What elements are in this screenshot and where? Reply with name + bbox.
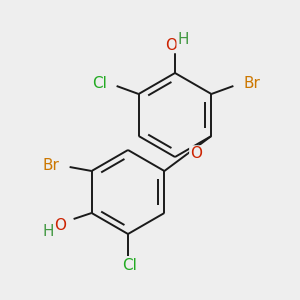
Text: Cl: Cl (123, 259, 137, 274)
Text: O: O (54, 218, 66, 232)
Text: O: O (190, 146, 202, 161)
Text: H: H (42, 224, 54, 238)
Text: Cl: Cl (92, 76, 106, 92)
Text: O: O (165, 38, 177, 52)
Text: Br: Br (243, 76, 260, 92)
Text: Br: Br (43, 158, 60, 172)
Text: H: H (177, 32, 189, 46)
